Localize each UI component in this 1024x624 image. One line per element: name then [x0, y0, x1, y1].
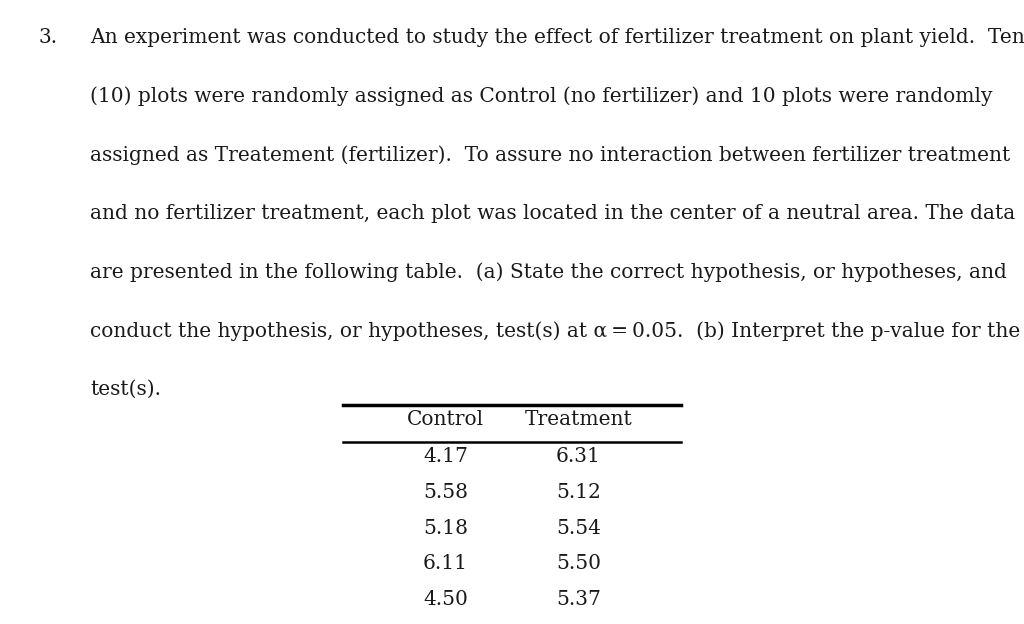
- Text: conduct the hypothesis, or hypotheses, test(s) at α = 0.05.  (b) Interpret the p: conduct the hypothesis, or hypotheses, t…: [90, 321, 1020, 341]
- Text: 5.54: 5.54: [556, 519, 601, 537]
- Text: test(s).: test(s).: [90, 380, 161, 399]
- Text: 6.11: 6.11: [423, 554, 468, 573]
- Text: 3.: 3.: [39, 28, 58, 47]
- Text: assigned as Treatement (fertilizer).  To assure no interaction between fertilize: assigned as Treatement (fertilizer). To …: [90, 145, 1011, 165]
- Text: 6.31: 6.31: [556, 447, 601, 466]
- Text: 4.50: 4.50: [423, 590, 468, 608]
- Text: (10) plots were randomly assigned as Control (no fertilizer) and 10 plots were r: (10) plots were randomly assigned as Con…: [90, 87, 992, 107]
- Text: and no fertilizer treatment, each plot was located in the center of a neutral ar: and no fertilizer treatment, each plot w…: [90, 204, 1016, 223]
- Text: 4.17: 4.17: [423, 447, 468, 466]
- Text: Control: Control: [407, 410, 484, 429]
- Text: 5.18: 5.18: [423, 519, 468, 537]
- Text: 5.37: 5.37: [556, 590, 601, 608]
- Text: An experiment was conducted to study the effect of fertilizer treatment on plant: An experiment was conducted to study the…: [90, 28, 1024, 47]
- Text: are presented in the following table.  (a) State the correct hypothesis, or hypo: are presented in the following table. (a…: [90, 263, 1007, 283]
- Text: Treatment: Treatment: [524, 410, 633, 429]
- Text: 5.50: 5.50: [556, 554, 601, 573]
- Text: 5.12: 5.12: [556, 483, 601, 502]
- Text: 5.58: 5.58: [423, 483, 468, 502]
